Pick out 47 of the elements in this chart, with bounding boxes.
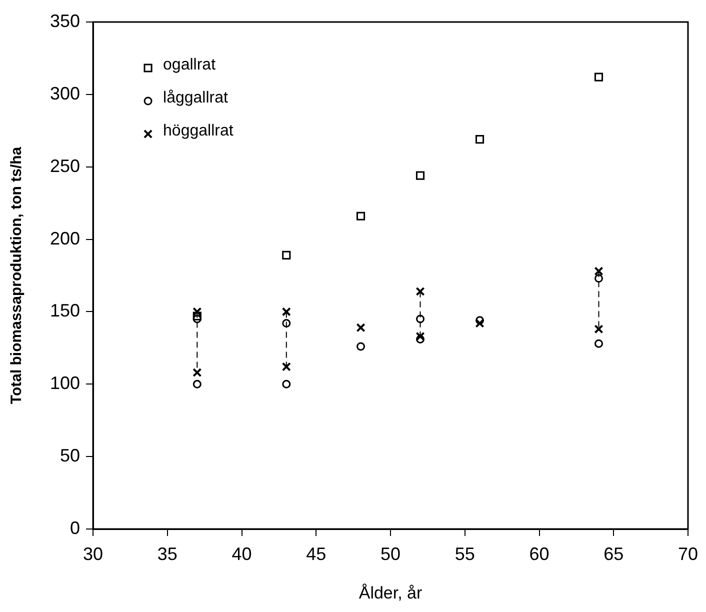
point xyxy=(594,324,604,334)
point xyxy=(475,318,484,328)
x-tick-label: 45 xyxy=(306,544,326,564)
x-tick-label: 50 xyxy=(380,544,401,564)
point xyxy=(416,286,425,296)
y-axis-title: Total biomassaproduktion, ton ts/ha xyxy=(8,146,26,404)
point xyxy=(282,307,291,316)
point xyxy=(192,307,202,316)
legend-label: ogallrat xyxy=(163,56,216,74)
point xyxy=(416,314,425,324)
point xyxy=(475,135,484,144)
y-tick-label: 0 xyxy=(70,518,80,538)
x-tick-label: 65 xyxy=(604,544,624,564)
x-tick-label: 35 xyxy=(157,544,178,564)
y-tick-label: 50 xyxy=(60,446,80,466)
x-tick-label: 60 xyxy=(529,544,550,564)
y-tick-label: 100 xyxy=(50,373,80,394)
point xyxy=(192,312,202,320)
point xyxy=(356,212,366,220)
point xyxy=(416,334,425,344)
point xyxy=(594,266,604,276)
y-tick-label: 150 xyxy=(50,300,80,321)
x-tick-label: 40 xyxy=(232,544,252,564)
point xyxy=(416,332,425,341)
point xyxy=(192,368,202,378)
point xyxy=(282,380,291,388)
point xyxy=(192,380,202,388)
x-tick-label: 30 xyxy=(83,544,104,564)
y-tick-label: 250 xyxy=(50,156,80,176)
y-tick-label: 300 xyxy=(50,83,80,104)
point xyxy=(282,362,291,372)
point xyxy=(192,314,202,324)
x-axis-title: Ålder, år xyxy=(358,583,423,602)
legend-label: höggallrat xyxy=(163,122,234,140)
point xyxy=(594,72,604,82)
point xyxy=(594,339,603,348)
point xyxy=(282,250,291,260)
point xyxy=(594,274,603,283)
x-tick-label: 55 xyxy=(454,544,475,564)
point xyxy=(356,323,366,332)
y-tick-label: 350 xyxy=(50,10,80,31)
point xyxy=(282,319,291,328)
x-tick-label: 70 xyxy=(678,544,698,564)
point xyxy=(356,342,366,351)
legend-label: låggallrat xyxy=(163,89,229,106)
y-tick-label: 200 xyxy=(50,228,80,248)
point xyxy=(416,171,425,180)
